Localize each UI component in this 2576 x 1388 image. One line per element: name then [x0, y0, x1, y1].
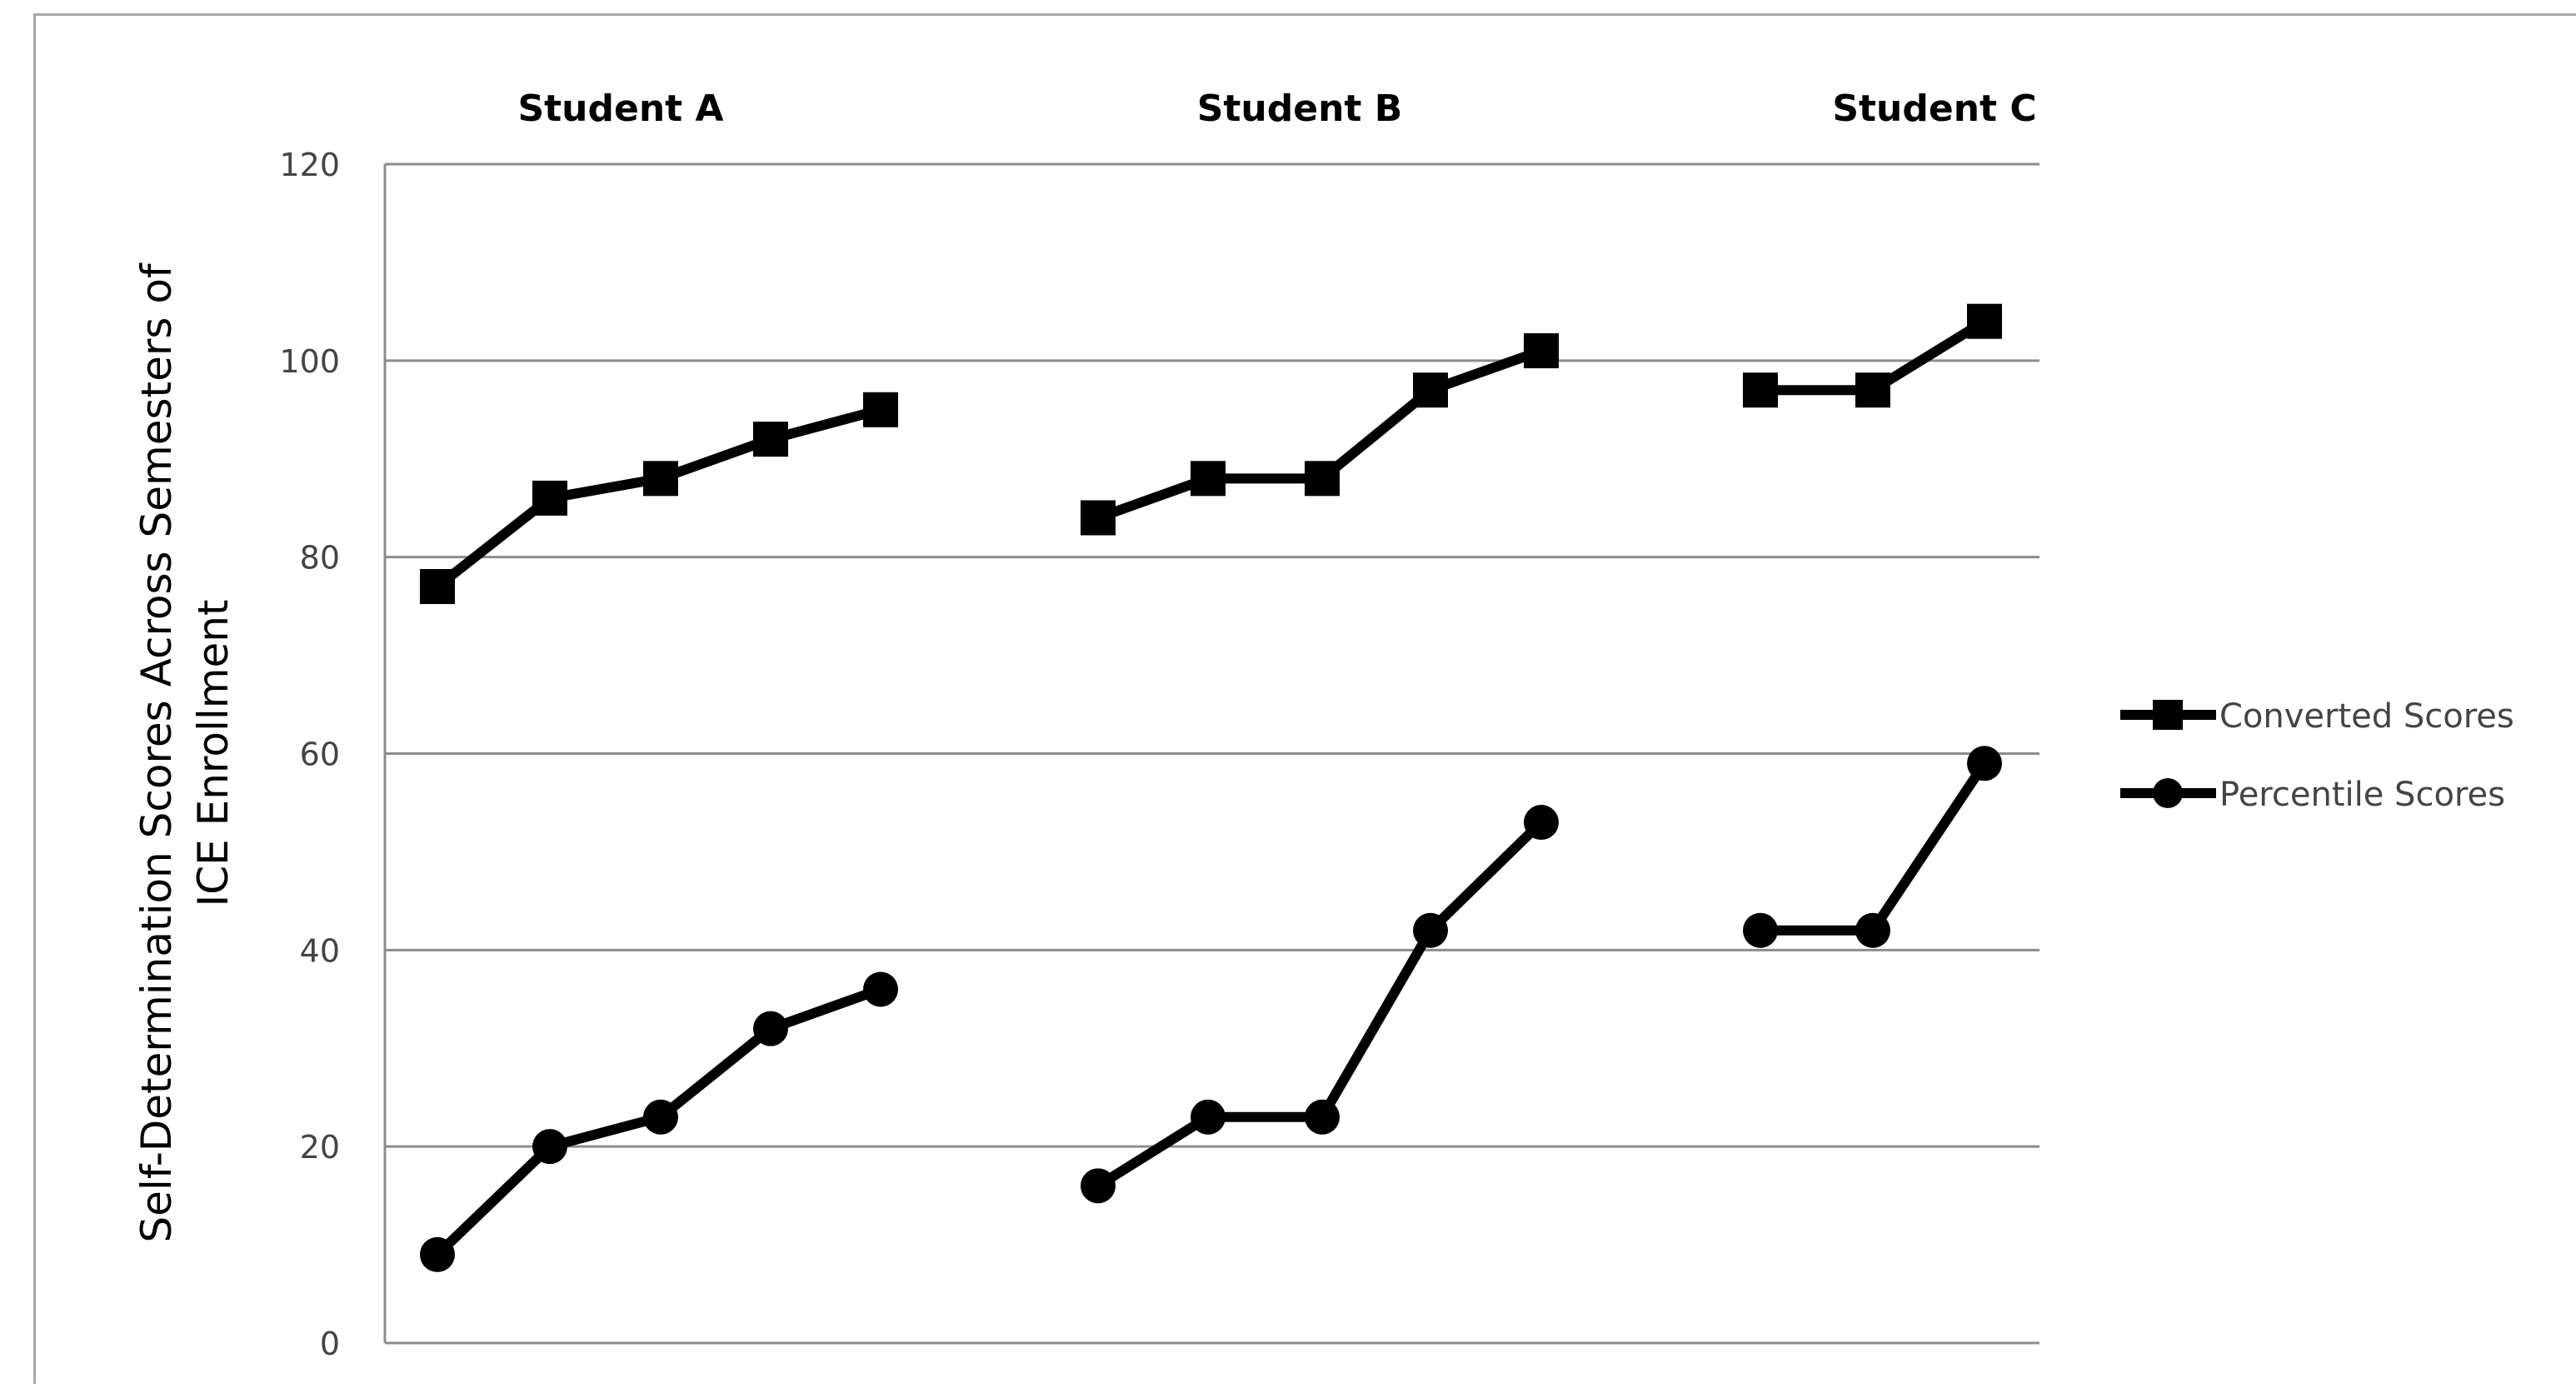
converted-score-point [532, 480, 567, 516]
y-axis-title-line: Self-Determination Scores Across Semeste… [132, 262, 181, 1243]
panel-a: Student A [420, 87, 898, 1272]
percentile-score-point [1081, 1168, 1116, 1204]
converted-score-point [753, 422, 788, 457]
converted-scores-line [434, 404, 882, 591]
panel-c: Student C [1743, 87, 2037, 948]
converted-score-point [1855, 372, 1890, 408]
percentile-score-point [1743, 912, 1778, 948]
legend-label: Percentile Scores [2219, 776, 2505, 814]
panel-label: Student A [517, 87, 723, 130]
y-tick-label: 100 [279, 343, 340, 380]
y-axis-title-line: ICE Enrollment [189, 599, 237, 906]
percentile-score-point [1413, 912, 1448, 948]
panel-label: Student C [1832, 87, 2036, 130]
legend-label: Converted Scores [2219, 697, 2514, 736]
frame-top-border [33, 13, 2576, 16]
percentile-score-point [1191, 1099, 1226, 1135]
frame-left-border [33, 13, 36, 1384]
converted-score-point [1081, 500, 1116, 536]
gridlines [385, 162, 2039, 1148]
converted-score-point [1743, 372, 1778, 408]
converted-score-point [420, 569, 455, 605]
y-tick-label: 80 [300, 540, 340, 577]
panel-b: Student B [1081, 87, 1559, 1204]
percentile-score-point [532, 1129, 567, 1165]
legend-circle-marker [2153, 778, 2183, 808]
converted-score-point [643, 461, 678, 497]
converted-score-point [1413, 372, 1448, 408]
converted-score-point [1524, 333, 1559, 369]
y-tick-label: 120 [279, 147, 340, 183]
y-tick-label: 0 [320, 1326, 340, 1362]
y-axis-title: Self-Determination Scores Across Semeste… [132, 262, 237, 1243]
percentile-score-point [643, 1099, 678, 1135]
legend-square-marker [2153, 700, 2183, 730]
percentile-score-point [1305, 1099, 1340, 1135]
converted-score-point [1191, 461, 1226, 497]
converted-score-point [863, 392, 898, 427]
percentile-score-point [1524, 805, 1559, 841]
percentile-score-point [1855, 912, 1890, 948]
y-tick-label: 40 [300, 932, 340, 969]
percentile-score-point [863, 971, 898, 1007]
converted-score-point [1305, 461, 1340, 497]
y-tick-label: 60 [300, 736, 340, 773]
legend: Converted Scores Percentile Scores [2120, 697, 2514, 814]
percentile-score-point [420, 1236, 455, 1272]
y-tick-label: 20 [300, 1129, 340, 1166]
percentile-scores-line [1760, 760, 1989, 936]
panel-label: Student B [1197, 87, 1403, 130]
converted-score-point [1967, 303, 2002, 339]
percentile-score-point [1967, 746, 2002, 781]
percentile-score-point [753, 1011, 788, 1046]
